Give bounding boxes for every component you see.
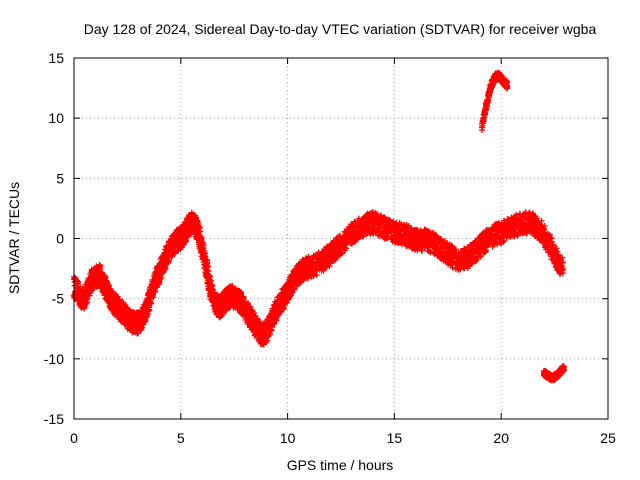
- y-tick-label: 10: [48, 110, 64, 126]
- data-point: [89, 287, 96, 294]
- data-point: [207, 272, 214, 279]
- series-low-segment: [540, 363, 567, 384]
- chart-title: Day 128 of 2024, Sidereal Day-to-day VTE…: [84, 21, 597, 37]
- data-point: [150, 294, 157, 301]
- series-main-trace: [71, 209, 566, 348]
- x-tick-labels: 0 5 10 15 20 25: [70, 430, 616, 446]
- y-axis-label: SDTVAR / TECUs: [6, 182, 22, 294]
- data-point: [146, 306, 153, 313]
- data-points: [71, 69, 567, 384]
- grid-lines: [74, 58, 608, 419]
- y-tick-label: -15: [44, 411, 64, 427]
- data-point: [200, 242, 207, 249]
- x-tick-label: 25: [600, 430, 616, 446]
- series-high-segment: [478, 69, 511, 134]
- data-point: [148, 300, 155, 307]
- x-tick-label: 20: [493, 430, 509, 446]
- data-point: [106, 282, 113, 289]
- x-tick-label: 10: [280, 430, 296, 446]
- x-tick-label: 0: [70, 430, 78, 446]
- y-tick-label: 0: [56, 231, 64, 247]
- x-axis-label: GPS time / hours: [287, 457, 394, 473]
- data-point: [152, 288, 159, 295]
- data-point: [75, 278, 82, 285]
- x-tick-label: 5: [177, 430, 185, 446]
- data-point: [115, 297, 122, 304]
- data-point: [97, 263, 104, 270]
- data-point: [84, 299, 91, 306]
- y-tick-labels: -15 -10 -5 0 5 10 15: [44, 50, 64, 427]
- data-point: [204, 257, 211, 264]
- data-point: [197, 228, 204, 235]
- y-tick-label: -10: [44, 351, 64, 367]
- data-point: [116, 296, 123, 303]
- data-point: [264, 337, 271, 344]
- y-tick-label: 15: [48, 50, 64, 66]
- y-tick-label: 5: [56, 170, 64, 186]
- y-tick-label: -5: [52, 291, 65, 307]
- x-tick-label: 15: [387, 430, 403, 446]
